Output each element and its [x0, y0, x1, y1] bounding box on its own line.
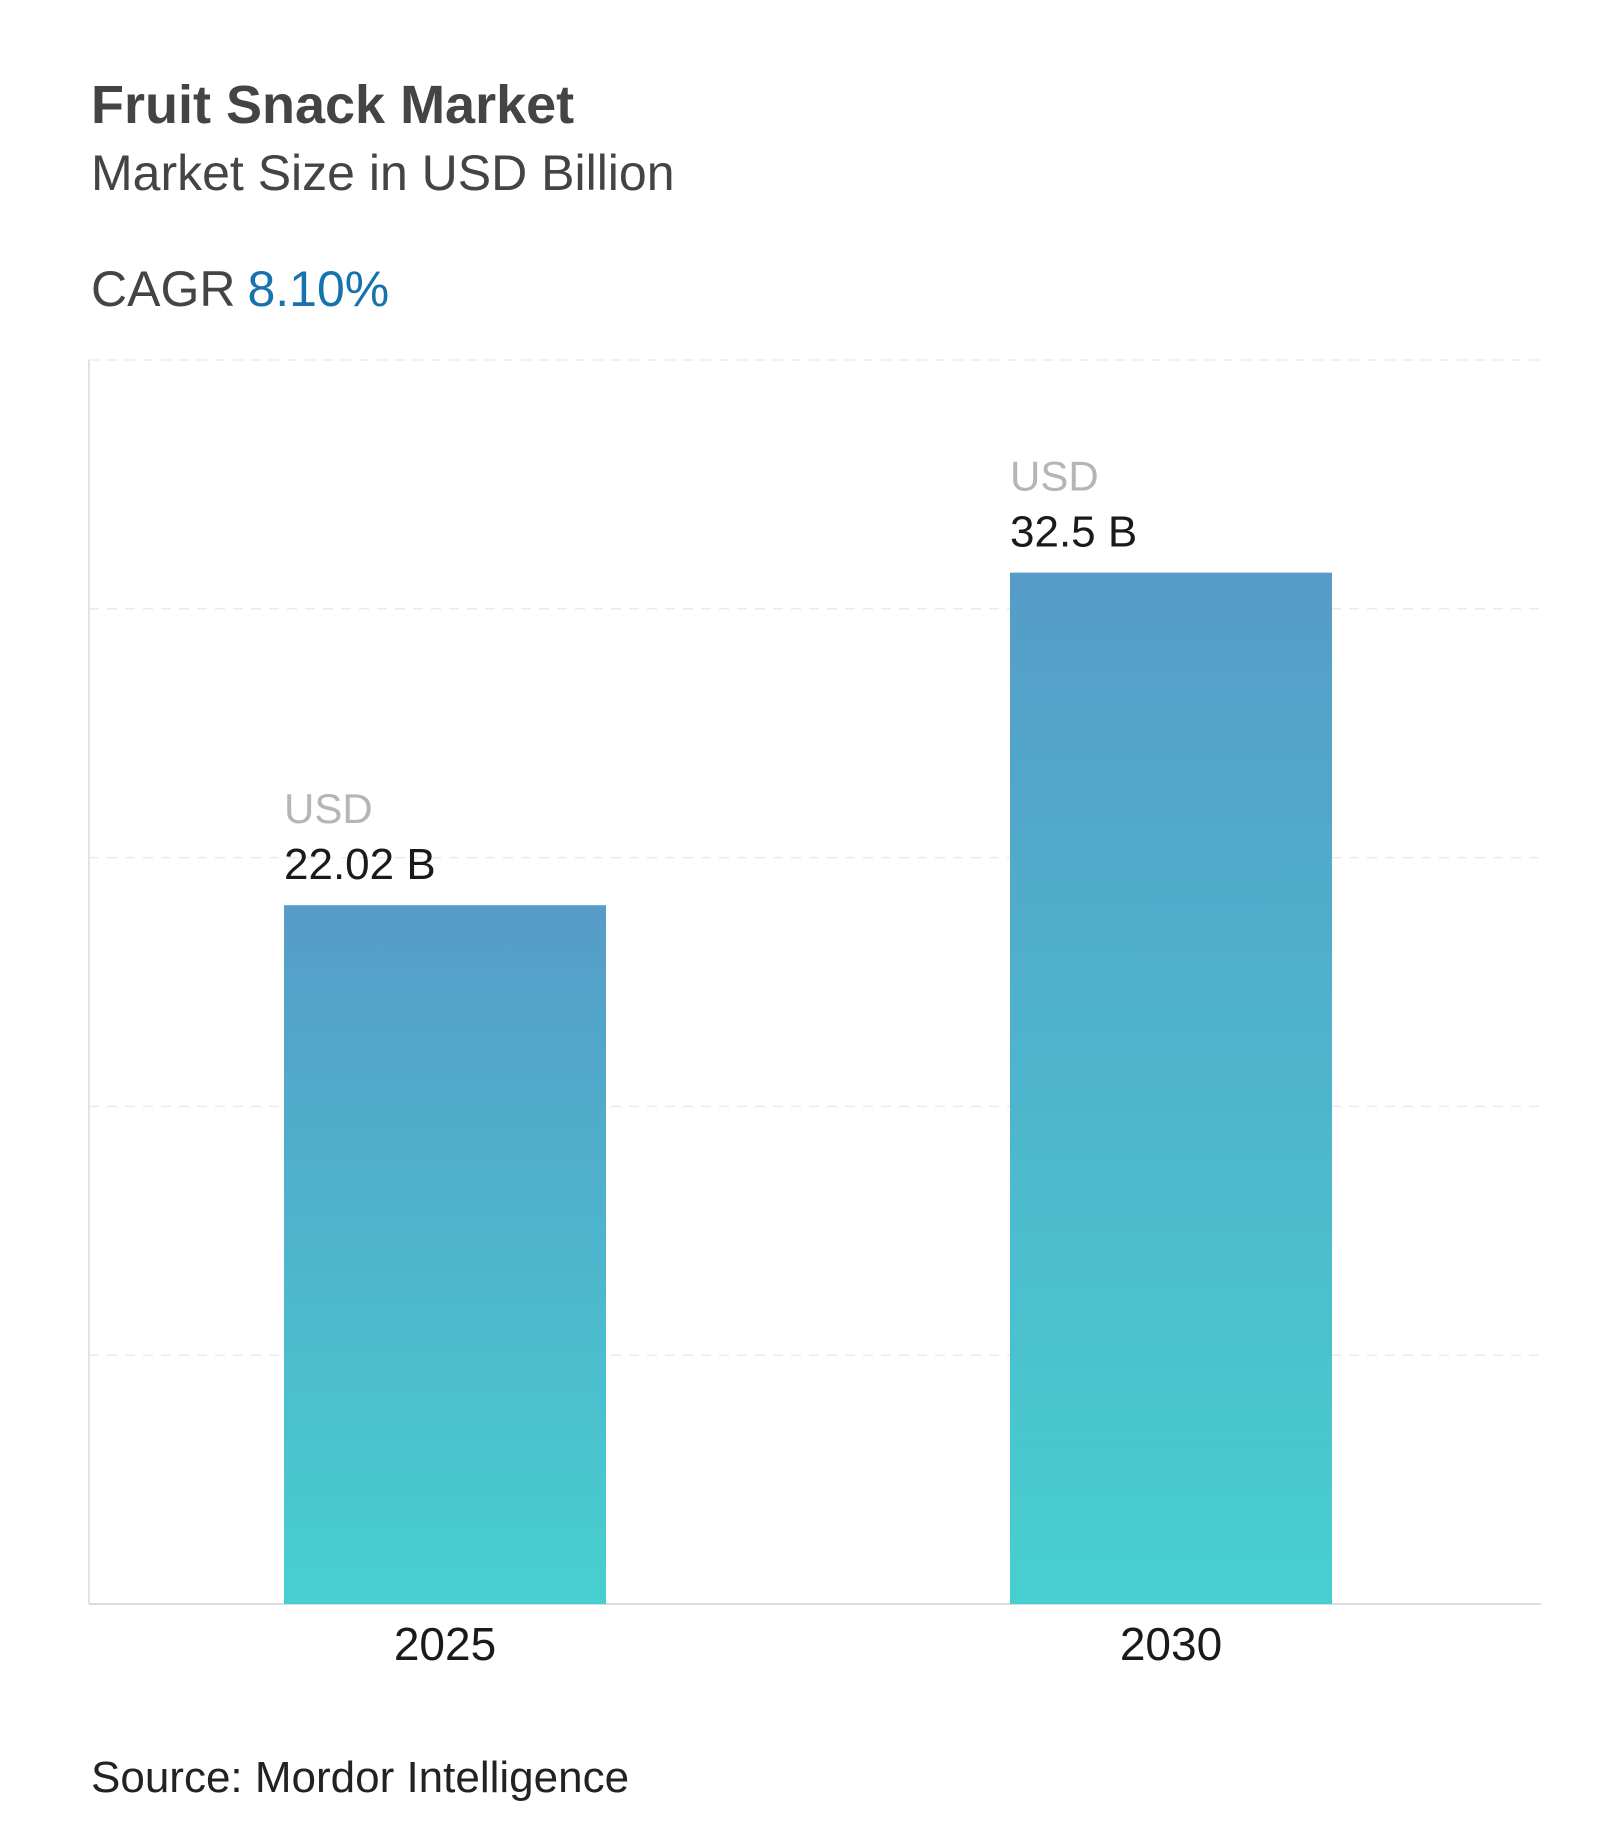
x-tick-label: 2030: [1120, 1618, 1222, 1670]
data-label-value: 32.5 B: [1010, 508, 1137, 557]
x-tick-label: 2025: [394, 1618, 496, 1670]
chart-title: Fruit Snack Market: [91, 75, 575, 135]
cagr-label: CAGR: [91, 261, 236, 317]
bar-2030: [1010, 572, 1332, 1604]
data-label-currency: USD: [1010, 453, 1099, 500]
cagr-value: 8.10%: [247, 261, 390, 317]
cagr: CAGR 8.10%: [91, 264, 389, 314]
data-label-currency: USD: [284, 785, 373, 832]
bar-2025: [284, 905, 606, 1604]
source-note: Source: Mordor Intelligence: [91, 1753, 630, 1802]
chart-subtitle: Market Size in USD Billion: [91, 145, 675, 201]
data-label-value: 22.02 B: [284, 840, 436, 889]
